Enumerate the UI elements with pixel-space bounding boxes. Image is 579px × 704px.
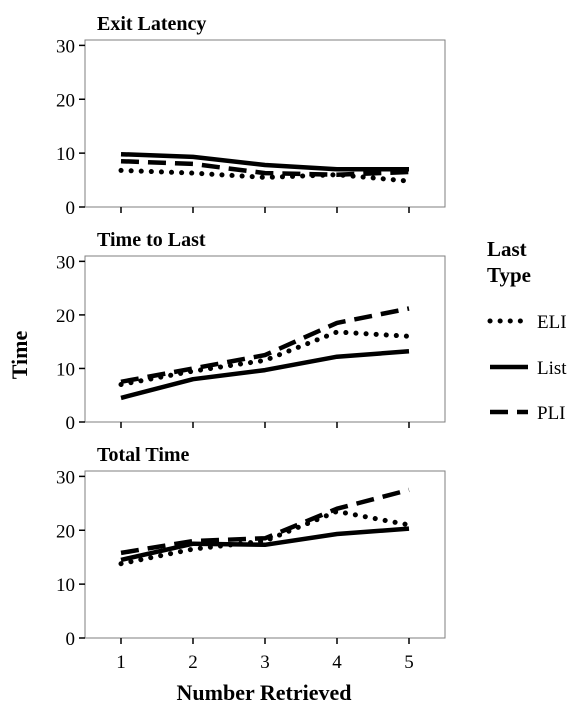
x-axis-title: Number Retrieved [177,680,352,704]
series-line-pli [120,306,410,385]
series-line-list [120,349,410,401]
x-tick-label: 3 [260,652,270,673]
x-tick-label: 4 [332,652,342,673]
legend-label: ELI [537,312,567,333]
y-tick-label: 30 [56,36,75,57]
y-tick-label: 30 [56,467,75,488]
y-tick-label: 20 [56,306,75,327]
series-line-eli [118,329,412,387]
panel-0: Exit Latency 0 10 20 30 [56,13,446,219]
panel-title: Total Time [97,444,190,466]
y-tick-label: 30 [56,252,75,273]
x-tick-label: 1 [116,652,126,673]
legend: Last Type ELI List PLI [487,237,567,424]
x-tick-label: 5 [404,652,414,673]
panel-2: Total Time 0 10 20 30 1 2 3 4 5 [56,444,446,673]
series-line-list [120,151,409,172]
y-tick-label: 10 [56,575,75,596]
y-tick-label: 0 [66,629,76,650]
y-tick-label: 0 [66,413,76,434]
series-line-pli [120,158,410,177]
panel-title: Time to Last [97,229,206,251]
y-tick-label: 20 [56,90,75,111]
x-tick-label: 2 [188,652,198,673]
panel-1: Time to Last 0 10 20 30 [56,229,446,434]
series-line-eli [118,508,412,567]
series-line-list [120,526,410,563]
y-tick-label: 0 [66,198,76,219]
legend-label: List [537,358,567,379]
legend-item-eli: ELI [487,312,567,333]
legend-item-list: List [490,358,567,379]
legend-label: PLI [537,403,566,424]
y-tick-label: 20 [56,521,75,542]
panel-title: Exit Latency [97,13,206,35]
series-line-eli [118,167,412,184]
y-tick-label: 10 [56,359,75,380]
y-axis-title: Time [7,331,32,380]
panel-frame [84,255,446,423]
series-line-pli [120,487,410,556]
legend-item-pli: PLI [490,403,566,424]
panel-frame [84,39,446,208]
legend-title: Last Type [487,237,531,287]
y-tick-label: 10 [56,144,75,165]
